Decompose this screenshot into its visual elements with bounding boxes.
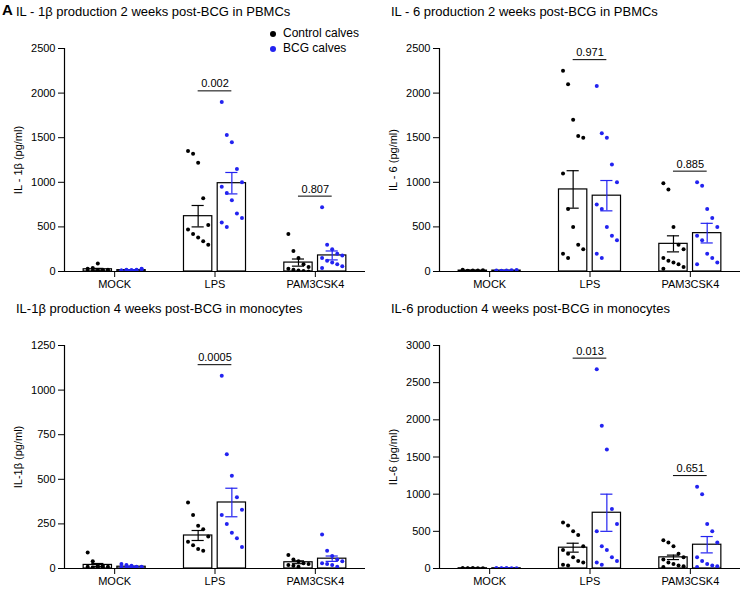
svg-text:1000: 1000 [406,488,430,500]
svg-text:500: 500 [37,220,55,232]
svg-text:0: 0 [49,265,55,277]
svg-text:1000: 1000 [31,176,55,188]
svg-text:750: 750 [37,428,55,440]
svg-text:PAM3CSK4: PAM3CSK4 [286,575,344,587]
svg-text:MOCK: MOCK [98,575,132,587]
svg-text:MOCK: MOCK [473,278,507,290]
svg-text:250: 250 [37,517,55,529]
html-text:BCG calves: BCG calves [283,41,347,55]
svg-text:IL - 1β (pg/ml): IL - 1β (pg/ml) [12,126,24,194]
svg-text:0.013: 0.013 [576,345,604,357]
svg-text:500: 500 [412,525,430,537]
svg-text:1000: 1000 [31,384,55,396]
svg-text:1500: 1500 [406,451,430,463]
svg-text:2000: 2000 [406,413,430,425]
svg-text:1250: 1250 [31,339,55,351]
svg-text:2500: 2500 [31,42,55,54]
svg-text:IL-1β (pg/ml): IL-1β (pg/ml) [12,426,24,489]
svg-text:0.971: 0.971 [576,46,604,58]
svg-text:0: 0 [49,562,55,574]
svg-text:LPS: LPS [580,575,601,587]
svg-text:IL - 6 (pg/ml): IL - 6 (pg/ml) [387,129,399,191]
svg-text:0.002: 0.002 [201,77,229,89]
html-text:A IL - 1β production 2 weeks p: A IL - 1β production 2 weeks post-BCG in… [2,1,291,19]
svg-text:LPS: LPS [205,278,226,290]
svg-text:1000: 1000 [406,176,430,188]
svg-text:PAM3CSK4: PAM3CSK4 [661,575,719,587]
svg-text:0: 0 [424,265,430,277]
svg-text:LPS: LPS [205,575,226,587]
html-text:IL-6 production 4 weeks post-B: IL-6 production 4 weeks post-BCG in mono… [391,301,670,316]
svg-text:PAM3CSK4: PAM3CSK4 [661,278,719,290]
svg-text:2000: 2000 [31,87,55,99]
svg-text:1500: 1500 [31,131,55,143]
svg-text:0.651: 0.651 [677,462,705,474]
svg-text:2500: 2500 [406,376,430,388]
svg-text:MOCK: MOCK [98,278,132,290]
svg-text:2500: 2500 [406,42,430,54]
html-text:Control calves: Control calves [283,26,359,40]
svg-text:500: 500 [412,220,430,232]
svg-text:2000: 2000 [406,87,430,99]
svg-text:IL-6 (pg/ml): IL-6 (pg/ml) [387,429,399,485]
svg-text:0.885: 0.885 [677,158,705,170]
html-text:IL-1β production 4 weeks post-: IL-1β production 4 weeks post-BCG in mon… [16,301,303,316]
svg-text:LPS: LPS [580,278,601,290]
svg-text:MOCK: MOCK [473,575,507,587]
svg-text:0: 0 [424,562,430,574]
svg-text:3000: 3000 [406,339,430,351]
svg-text:PAM3CSK4: PAM3CSK4 [286,278,344,290]
svg-text:0.807: 0.807 [302,183,330,195]
svg-text:1500: 1500 [406,131,430,143]
svg-text:500: 500 [37,473,55,485]
html-text:IL - 6 production 2 weeks post: IL - 6 production 2 weeks post-BCG in PB… [391,4,658,19]
svg-text:0.0005: 0.0005 [198,351,232,363]
